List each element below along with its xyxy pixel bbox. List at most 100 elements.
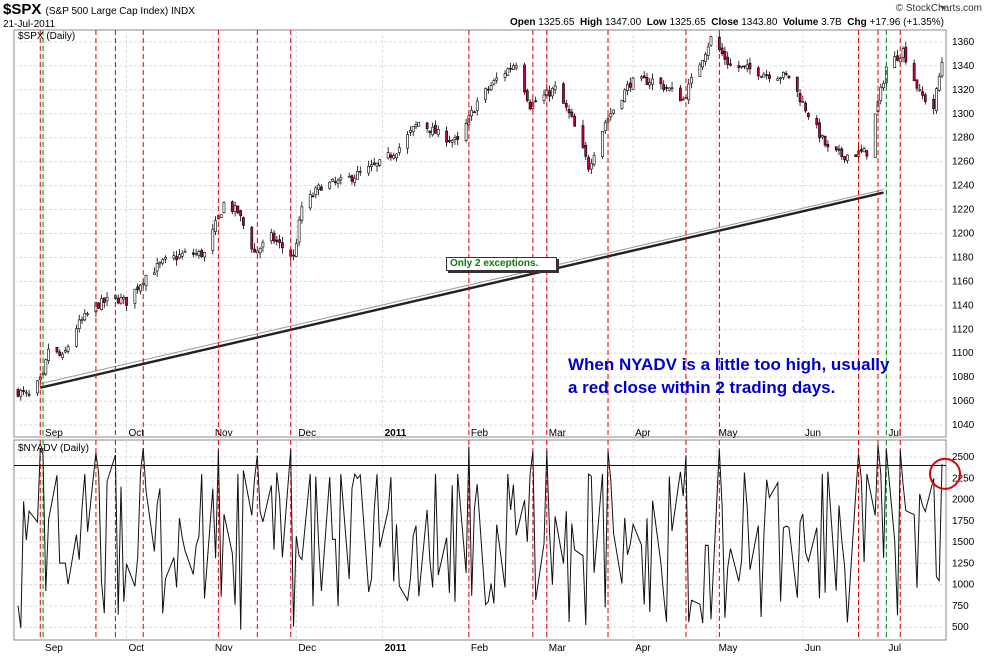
price-candle	[100, 298, 103, 310]
price-candle	[626, 84, 629, 92]
price-candle	[567, 109, 571, 114]
annotation-note-line2: a red close within 2 trading days.	[568, 378, 836, 397]
price-candle	[818, 122, 821, 139]
nyadv-x-tick-label: May	[719, 643, 738, 654]
price-candle	[255, 250, 259, 254]
price-candle	[180, 253, 184, 257]
price-candle	[44, 359, 48, 375]
price-candle	[339, 177, 343, 181]
price-candle	[762, 73, 766, 78]
price-candle	[525, 90, 529, 101]
price-candle	[133, 288, 137, 304]
price-candle	[445, 130, 448, 143]
price-tick-label: 1180	[952, 252, 974, 263]
price-panel-title: $SPX (Daily)	[18, 31, 76, 42]
price-candle	[609, 113, 613, 118]
price-candle	[397, 147, 401, 153]
price-candle	[542, 94, 546, 101]
price-candle	[27, 393, 31, 396]
price-x-tick-label: Oct	[129, 428, 145, 439]
price-candle	[795, 76, 799, 92]
symbol-description: (S&P 500 Large Cap Index) INDX	[45, 6, 195, 17]
price-candle	[473, 111, 476, 114]
price-candle	[22, 390, 25, 392]
price-candle	[278, 239, 281, 243]
price-candle	[486, 88, 490, 91]
price-candle	[584, 145, 588, 157]
price-candle	[83, 313, 87, 321]
price-candle	[55, 346, 59, 353]
price-candle	[144, 275, 148, 286]
price-candle	[417, 121, 421, 127]
price-candle	[300, 206, 304, 221]
price-candle	[651, 78, 654, 85]
price-tick-label: 1060	[952, 396, 975, 407]
price-candle	[119, 297, 123, 304]
price-candle	[834, 146, 838, 151]
price-candle	[553, 85, 557, 91]
price-candle	[356, 171, 359, 180]
price-candle	[233, 205, 237, 213]
price-candle	[153, 272, 156, 275]
nyadv-series-line	[17, 444, 943, 630]
price-candle	[659, 77, 663, 85]
nyadv-tick-label: 2000	[952, 495, 975, 506]
price-candle	[787, 75, 791, 79]
price-candle	[862, 148, 866, 153]
annotation-note: When NYADV is a little too high, usually…	[568, 353, 889, 399]
price-candle	[197, 251, 201, 256]
price-candle	[183, 250, 187, 253]
price-candle	[331, 178, 334, 182]
price-tick-label: 1260	[952, 157, 975, 168]
price-candle	[136, 286, 140, 290]
price-candle	[528, 101, 532, 110]
price-x-tick-label: Feb	[471, 428, 489, 439]
nyadv-x-tick-label: Apr	[635, 643, 651, 654]
price-candle	[250, 227, 254, 250]
price-candle	[492, 80, 496, 85]
price-candle	[19, 390, 23, 397]
price-candle	[470, 110, 474, 117]
price-candle	[723, 51, 727, 60]
price-candle	[768, 74, 771, 79]
indicator-panel-title: $NYADV (Daily)	[18, 443, 89, 454]
nyadv-x-tick-label: Sep	[45, 643, 63, 654]
price-candle	[350, 175, 354, 182]
price-candle	[475, 100, 479, 111]
price-candle	[756, 67, 760, 77]
price-candle	[562, 83, 565, 104]
price-candle	[601, 131, 604, 157]
nyadv-x-tick-label: Oct	[129, 643, 145, 654]
exceptions-callout: Only 2 exceptions.	[446, 257, 557, 271]
highlight-circle	[929, 457, 961, 490]
price-candle	[258, 247, 262, 254]
price-candle	[631, 77, 635, 90]
price-candle	[333, 181, 337, 183]
price-tick-label: 1240	[952, 181, 975, 192]
price-candle	[904, 46, 908, 63]
price-candle	[589, 163, 593, 170]
price-tick-label: 1300	[952, 109, 975, 120]
price-candle	[843, 156, 846, 161]
stockcharts-logo: © StockCharts.com	[895, 3, 982, 14]
price-candle	[194, 252, 198, 255]
price-candle	[428, 130, 432, 133]
price-candle	[893, 56, 897, 69]
price-candle	[879, 86, 883, 101]
price-candle	[701, 60, 705, 68]
price-candle	[434, 124, 437, 134]
price-candle	[645, 77, 649, 85]
menu-arrow-icon	[940, 6, 946, 10]
nyadv-x-tick-label: 2011	[385, 643, 407, 654]
price-x-tick-label: Dec	[298, 428, 316, 439]
price-candle	[375, 162, 379, 167]
price-candle	[737, 65, 741, 68]
price-candle	[328, 181, 332, 189]
price-candle	[456, 135, 460, 140]
price-candle	[378, 159, 382, 166]
price-candle	[275, 239, 279, 242]
price-candle	[367, 165, 371, 174]
nyadv-tick-label: 750	[952, 601, 969, 612]
price-candle	[698, 64, 702, 77]
